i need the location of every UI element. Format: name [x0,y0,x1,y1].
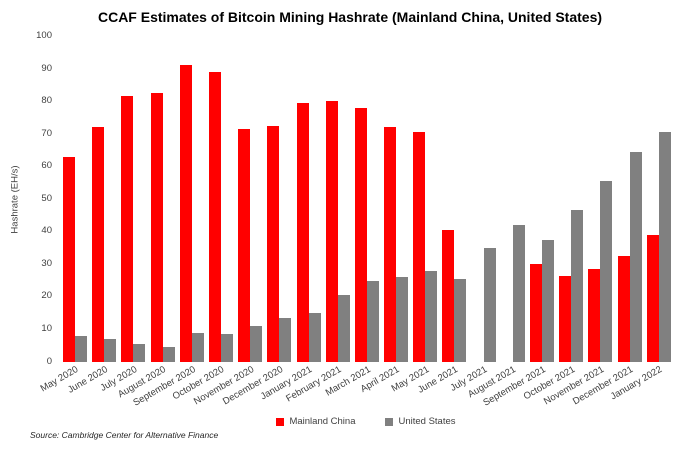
bar-united-states [629,151,642,362]
bar-united-states [454,278,467,362]
bar-mainland-china [530,264,542,362]
y-tick-label: 20 [41,290,52,302]
bar-mainland-china [63,156,75,362]
bar-group: July 2021 [448,36,496,394]
legend-label-mainland-china: Mainland China [289,416,356,427]
legend-label-united-states: United States [398,416,456,427]
bar-mainland-china [238,128,251,362]
bar-group: October 2020 [171,36,233,402]
legend-item-mainland-china: Mainland China [276,416,355,427]
bar-group: April 2021 [359,36,409,395]
bar-united-states [542,239,554,362]
bar-mainland-china [92,127,105,362]
bar-united-states [425,270,438,362]
chart-title: CCAF Estimates of Bitcoin Mining Hashrat… [97,9,603,25]
bar-united-states [308,313,321,362]
bar-mainland-china [646,234,659,362]
bar-united-states [512,225,525,362]
bar-group: January 2022 [609,36,671,402]
bar-mainland-china [325,101,338,362]
bar-mainland-china [559,275,572,362]
bar-mainland-china [267,125,280,362]
bar-united-states [571,210,584,362]
y-tick-label: 90 [41,62,52,74]
y-tick-label: 30 [41,257,52,269]
y-tick-label: 80 [41,95,52,107]
y-tick-label: 0 [46,355,52,367]
bar-group: March 2021 [323,36,379,399]
source-note: Source: Cambridge Center for Alternative… [30,430,219,440]
bar-group: May 2021 [389,36,438,394]
bar-mainland-china [121,96,134,362]
bar-mainland-china [588,269,601,362]
bar-united-states [191,332,204,362]
bar-united-states [220,334,233,362]
bar-mainland-china [413,132,426,362]
bar-group: May 2020 [39,36,87,394]
bar-group: December 2021 [571,36,642,407]
bar-group: June 2020 [66,36,117,396]
bar-mainland-china [384,127,397,362]
bar-united-states [658,132,671,362]
bar-group: August 2021 [467,36,525,400]
y-tick-label: 60 [41,160,52,172]
bar-group: August 2020 [116,36,175,400]
y-tick-label: 100 [36,30,52,41]
bar-united-states [162,347,175,362]
bar-group: January 2021 [259,36,321,402]
legend-swatch-united-states-icon [385,417,394,426]
legend: Mainland China United States [16,416,700,427]
bar-group: December 2020 [221,36,292,407]
bar-group: September 2021 [481,36,554,409]
bar-group: July 2020 [98,36,146,394]
bar-united-states [600,181,613,362]
bar-united-states [337,295,350,362]
bar-mainland-china [442,229,455,362]
bar-mainland-china [617,256,630,362]
legend-item-united-states: United States [385,416,456,427]
bar-united-states [104,339,117,362]
plot-area: May 2020 June 2020 July 2020 August 2020 Sep… [39,36,671,409]
bar-group: November 2020 [192,36,263,407]
y-tick-label: 40 [41,225,52,237]
bar-united-states [133,344,146,362]
legend-swatch-mainland-china-icon [276,417,285,426]
bar-group: October 2021 [521,36,584,402]
bar-united-states [396,277,409,362]
bar-united-states [366,280,379,362]
bar-mainland-china [179,65,192,362]
bar-group: September 2020 [131,36,204,409]
bar-group: June 2021 [416,36,467,396]
bar-group: February 2021 [284,36,350,404]
bar-united-states [250,326,263,362]
bar-group: November 2021 [542,36,613,407]
bar-mainland-china [150,93,163,362]
bar-united-states [279,318,292,362]
y-tick-label: 10 [41,322,52,334]
y-tick-label: 50 [41,192,52,204]
bar-mainland-china [354,107,367,362]
bar-united-states [75,335,87,362]
bar-mainland-china [296,102,309,362]
bar-mainland-china [208,71,221,362]
bar-united-states [483,247,496,362]
y-tick-label: 70 [41,127,52,139]
